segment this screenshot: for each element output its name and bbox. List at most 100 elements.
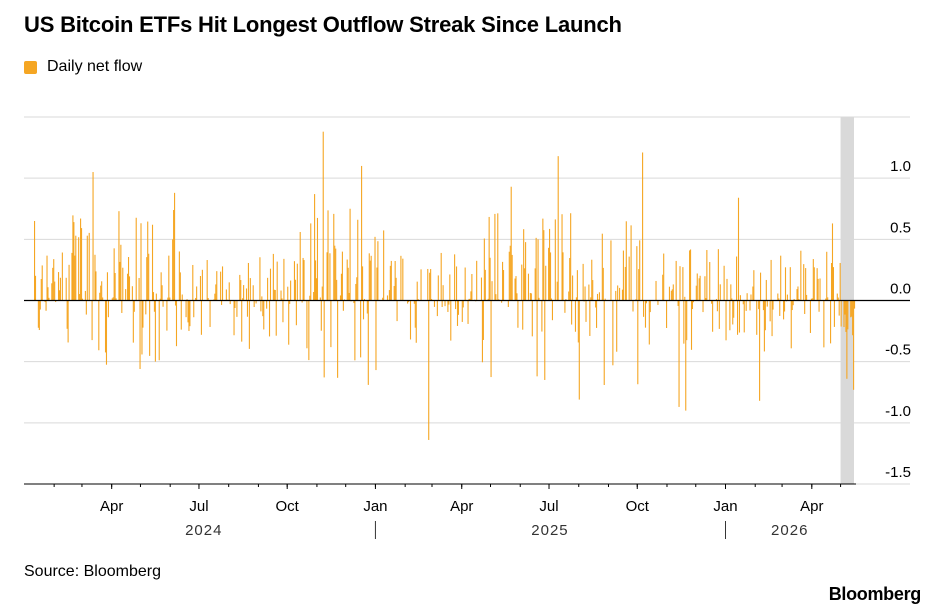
flow-bar	[382, 297, 384, 301]
flow-bar	[536, 300, 538, 377]
flow-bar	[484, 269, 486, 301]
flow-bar	[363, 298, 366, 301]
flow-bar	[685, 300, 687, 411]
flow-bar	[166, 300, 168, 331]
flow-bar	[589, 300, 591, 336]
flow-bar	[750, 294, 752, 301]
flow-bar	[357, 219, 359, 301]
flow-bar	[308, 300, 310, 361]
flow-bar	[48, 297, 50, 301]
flow-bar	[221, 266, 224, 301]
flow-bar	[854, 300, 856, 309]
flow-bar	[537, 239, 539, 301]
flow-bar	[840, 300, 842, 327]
flow-bar	[450, 300, 452, 341]
flow-bar	[51, 283, 53, 301]
flow-bar	[517, 300, 519, 328]
flow-bar	[94, 254, 96, 301]
source-note: Source: Bloomberg	[24, 563, 161, 580]
flow-bar	[242, 298, 244, 301]
flow-bar	[630, 225, 632, 301]
flow-bar	[362, 266, 364, 301]
flow-bar	[47, 287, 49, 301]
flow-bar	[168, 255, 170, 301]
flow-bar	[281, 298, 283, 301]
flow-bar	[733, 300, 735, 318]
flow-bar	[783, 300, 786, 312]
flow-bar	[736, 256, 738, 301]
flow-bar	[827, 297, 829, 301]
flow-bar	[467, 300, 469, 324]
flow-bar	[243, 285, 245, 301]
flow-bar	[550, 298, 553, 301]
flow-bar	[596, 293, 599, 301]
flow-bar	[80, 218, 82, 301]
flow-bar	[377, 241, 379, 301]
flow-bar	[151, 224, 154, 301]
flow-bar	[585, 300, 587, 322]
flow-bar	[825, 298, 827, 301]
flow-bar	[730, 284, 732, 301]
flow-bar	[509, 245, 511, 301]
flow-bar	[369, 260, 371, 301]
flow-bar	[823, 300, 825, 348]
flow-bar	[193, 300, 195, 318]
flow-bar	[100, 285, 102, 301]
flow-bar	[389, 265, 391, 301]
flow-bar	[483, 238, 485, 301]
flow-bar	[366, 300, 368, 314]
flow-bar	[142, 300, 144, 328]
flow-bar	[72, 215, 74, 301]
flow-bar	[543, 230, 545, 301]
flow-bar	[185, 300, 187, 318]
flow-bar	[601, 233, 603, 301]
flow-bar	[340, 273, 343, 301]
flow-bar	[570, 213, 572, 301]
flow-bar	[44, 300, 46, 303]
flow-bar	[523, 229, 525, 301]
flow-bar	[549, 252, 552, 301]
flow-bar	[763, 300, 765, 352]
flow-bar	[255, 300, 257, 304]
flow-bar	[663, 253, 665, 301]
flow-bar	[572, 275, 574, 301]
flow-bar	[595, 300, 597, 308]
flow-bar	[746, 293, 748, 301]
flow-bar	[797, 286, 799, 301]
flow-bar	[360, 300, 362, 358]
flow-bar	[393, 286, 395, 301]
flow-bar	[301, 300, 303, 303]
flow-bar	[792, 300, 794, 306]
flow-bar	[590, 297, 592, 301]
flow-bar	[670, 290, 672, 301]
flow-bar	[847, 300, 849, 330]
flow-bar	[616, 300, 618, 352]
flow-bar	[269, 268, 272, 301]
flow-bar	[386, 295, 389, 301]
flow-bar	[454, 254, 456, 301]
flow-bar	[695, 285, 697, 301]
flow-bar	[437, 275, 439, 301]
flow-bar	[756, 300, 758, 335]
flow-bar	[321, 286, 323, 301]
flow-bar	[260, 300, 262, 312]
flow-bar	[119, 261, 121, 301]
flow-bar	[155, 293, 157, 301]
flow-bar	[490, 300, 492, 378]
flow-bar	[417, 299, 419, 301]
flow-bar	[247, 262, 249, 301]
flow-bar	[268, 300, 271, 337]
flow-bar	[729, 300, 731, 331]
flow-bar	[457, 300, 460, 315]
flow-bar	[346, 259, 348, 301]
bar-series	[34, 131, 856, 440]
flow-bar	[554, 219, 556, 301]
flow-bar	[836, 293, 838, 301]
flow-bar	[766, 300, 768, 307]
flow-bar	[215, 284, 217, 301]
flow-bar	[759, 300, 761, 401]
flow-bar	[161, 285, 163, 301]
flow-bar	[837, 297, 839, 301]
flow-bar	[489, 257, 491, 301]
flow-bar	[726, 278, 728, 301]
